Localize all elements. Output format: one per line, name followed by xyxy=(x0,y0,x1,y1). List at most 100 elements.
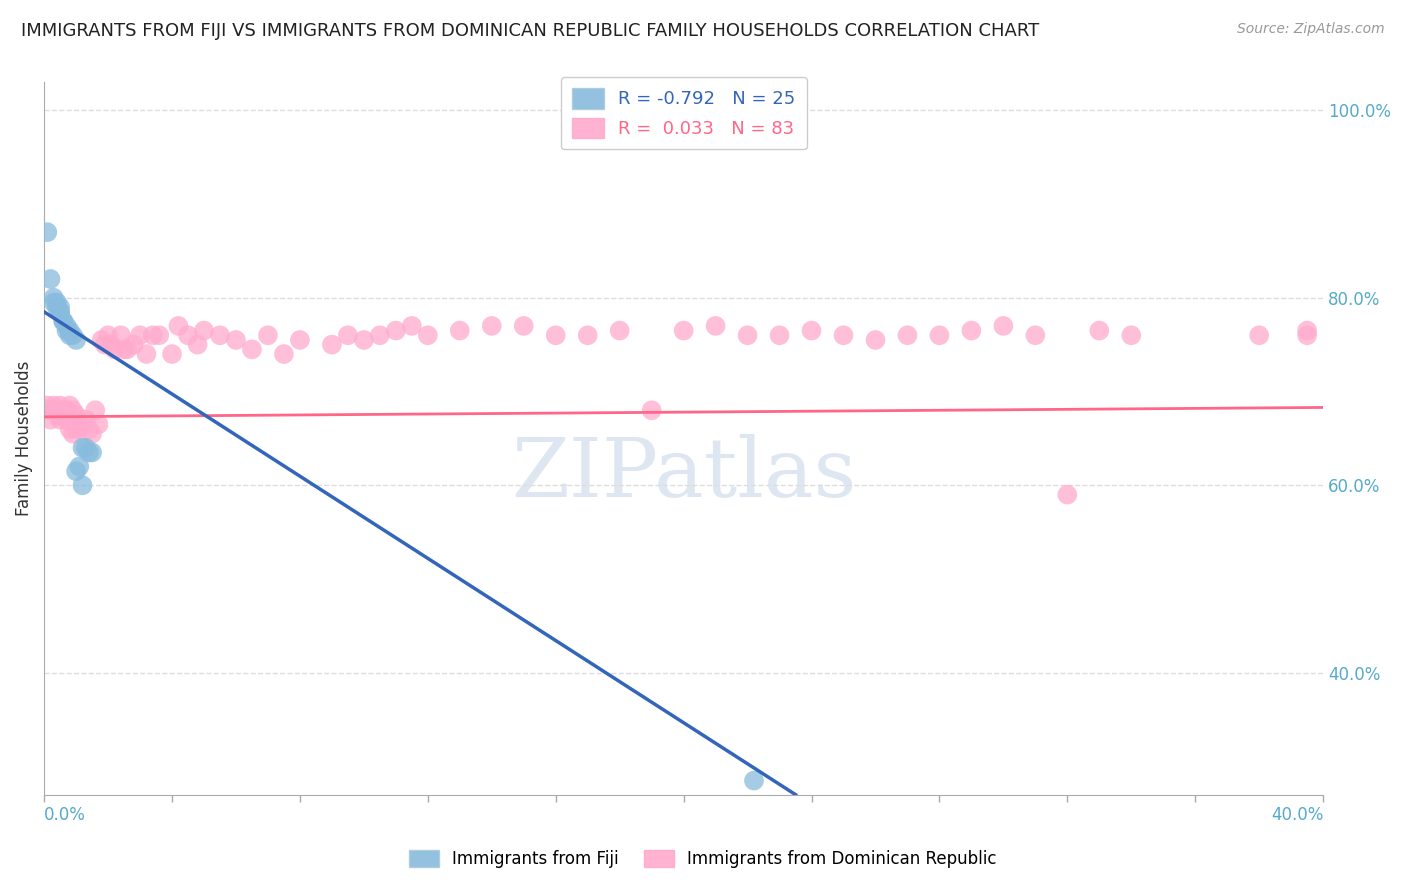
Point xyxy=(39,272,62,286)
Point xyxy=(77,422,100,436)
Point xyxy=(993,318,1015,333)
Point xyxy=(896,328,918,343)
Point xyxy=(65,422,87,436)
Point xyxy=(1088,324,1111,338)
Point xyxy=(39,403,62,417)
Text: Source: ZipAtlas.com: Source: ZipAtlas.com xyxy=(1237,22,1385,37)
Point xyxy=(55,412,77,426)
Point xyxy=(72,478,94,492)
Point xyxy=(52,403,75,417)
Point xyxy=(928,328,950,343)
Point xyxy=(1249,328,1271,343)
Point xyxy=(321,337,343,351)
Point xyxy=(368,328,391,343)
Point xyxy=(59,324,82,338)
Point xyxy=(37,399,59,413)
Point xyxy=(49,412,72,426)
Point xyxy=(640,403,662,417)
Text: IMMIGRANTS FROM FIJI VS IMMIGRANTS FROM DOMINICAN REPUBLIC FAMILY HOUSEHOLDS COR: IMMIGRANTS FROM FIJI VS IMMIGRANTS FROM … xyxy=(21,22,1039,40)
Point xyxy=(80,426,103,441)
Point xyxy=(768,328,790,343)
Point xyxy=(103,343,125,357)
Point xyxy=(135,347,157,361)
Point xyxy=(94,337,117,351)
Point xyxy=(37,225,59,239)
Point xyxy=(257,328,280,343)
Point xyxy=(122,337,145,351)
Point xyxy=(90,333,112,347)
Point xyxy=(187,337,209,351)
Point xyxy=(42,399,65,413)
Point xyxy=(62,328,84,343)
Point xyxy=(100,337,122,351)
Point xyxy=(160,347,183,361)
Point xyxy=(672,324,695,338)
Point xyxy=(65,408,87,422)
Point xyxy=(42,291,65,305)
Point xyxy=(62,403,84,417)
Point xyxy=(240,343,263,357)
Text: 0.0%: 0.0% xyxy=(44,805,86,824)
Point xyxy=(45,295,67,310)
Point xyxy=(865,333,887,347)
Text: 40.0%: 40.0% xyxy=(1271,805,1323,824)
Point xyxy=(84,403,107,417)
Point xyxy=(49,399,72,413)
Point xyxy=(742,773,765,788)
Point xyxy=(59,422,82,436)
Point xyxy=(177,328,200,343)
Point xyxy=(800,324,823,338)
Point xyxy=(737,328,759,343)
Point xyxy=(513,318,536,333)
Point xyxy=(385,324,408,338)
Point xyxy=(1296,324,1319,338)
Point xyxy=(193,324,215,338)
Point xyxy=(55,403,77,417)
Point xyxy=(77,445,100,459)
Point xyxy=(167,318,190,333)
Text: ZIPatlas: ZIPatlas xyxy=(510,434,856,514)
Point xyxy=(449,324,471,338)
Point xyxy=(704,318,727,333)
Point xyxy=(80,445,103,459)
Point xyxy=(72,417,94,432)
Point xyxy=(960,324,983,338)
Point xyxy=(288,333,311,347)
Point xyxy=(49,305,72,319)
Point xyxy=(45,408,67,422)
Legend: R = -0.792   N = 25, R =  0.033   N = 83: R = -0.792 N = 25, R = 0.033 N = 83 xyxy=(561,77,807,149)
Point xyxy=(87,417,110,432)
Y-axis label: Family Households: Family Households xyxy=(15,360,32,516)
Point xyxy=(481,318,503,333)
Point xyxy=(1296,328,1319,343)
Point xyxy=(353,333,375,347)
Point xyxy=(1056,488,1078,502)
Point xyxy=(49,305,72,319)
Point xyxy=(52,314,75,328)
Point xyxy=(45,403,67,417)
Point xyxy=(148,328,170,343)
Point xyxy=(1121,328,1143,343)
Point xyxy=(55,324,77,338)
Point xyxy=(49,408,72,422)
Point xyxy=(59,399,82,413)
Point xyxy=(49,300,72,314)
Point xyxy=(129,328,152,343)
Point xyxy=(117,343,139,357)
Point xyxy=(62,426,84,441)
Point xyxy=(142,328,165,343)
Point xyxy=(225,333,247,347)
Point xyxy=(336,328,359,343)
Point xyxy=(416,328,439,343)
Point xyxy=(52,408,75,422)
Point xyxy=(67,459,90,474)
Point xyxy=(59,328,82,343)
Point xyxy=(67,422,90,436)
Point xyxy=(42,295,65,310)
Legend: Immigrants from Fiji, Immigrants from Dominican Republic: Immigrants from Fiji, Immigrants from Do… xyxy=(401,842,1005,877)
Point xyxy=(75,441,97,455)
Point xyxy=(42,403,65,417)
Point xyxy=(273,347,295,361)
Point xyxy=(75,412,97,426)
Point xyxy=(65,464,87,478)
